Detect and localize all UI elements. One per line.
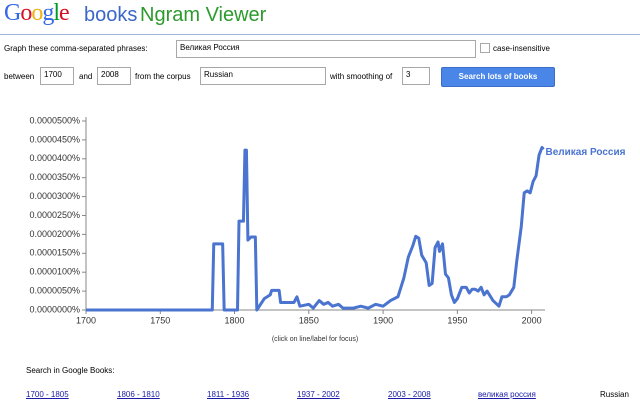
- x-tick-label: 1900: [373, 315, 393, 325]
- y-tick-label: 0.0000150%: [29, 248, 80, 258]
- logo: Google: [4, 0, 70, 27]
- phrases-label: Graph these comma-separated phrases:: [4, 44, 148, 53]
- x-tick-label: 1850: [299, 315, 319, 325]
- and-label: and: [79, 72, 93, 81]
- start-year-input[interactable]: 1700: [40, 67, 74, 85]
- brand: books: [84, 4, 138, 26]
- phrases-input[interactable]: Великая Россия: [176, 40, 476, 58]
- corpus-select[interactable]: Russian: [200, 67, 326, 85]
- chart-note: (click on line/label for focus): [272, 336, 358, 343]
- y-tick-label: 0.0000100%: [29, 267, 80, 277]
- y-tick-label: 0.0000300%: [29, 191, 80, 201]
- x-tick-label: 1750: [150, 315, 170, 325]
- y-tick-label: 0.0000450%: [29, 134, 80, 144]
- corpus-text: Russian: [600, 390, 629, 399]
- search-label: Search in Google Books:: [26, 366, 115, 375]
- logo-letter: g: [42, 0, 54, 26]
- book-link[interactable]: 1937 - 2002: [297, 390, 340, 399]
- x-tick-label: 1700: [76, 315, 96, 325]
- y-tick-label: 0.0000200%: [29, 229, 80, 239]
- case-checkbox[interactable]: [480, 43, 490, 53]
- y-tick-label: 0.0000350%: [29, 172, 80, 182]
- logo-letter: e: [59, 0, 70, 26]
- series-label: Великая Россия: [546, 147, 626, 158]
- x-tick-label: 1800: [225, 315, 245, 325]
- y-tick-label: 0.0000500%: [29, 115, 80, 125]
- logo-letter: o: [20, 0, 32, 26]
- search-button[interactable]: Search lots of books: [441, 67, 555, 87]
- logo-letter: o: [31, 0, 43, 26]
- case-label: case-insensitive: [493, 44, 550, 53]
- divider: [0, 34, 640, 35]
- book-link[interactable]: 1806 - 1810: [117, 390, 160, 399]
- end-year-input[interactable]: 2008: [97, 67, 131, 85]
- smoothing-select[interactable]: 3: [402, 67, 430, 85]
- x-tick-label: 2000: [522, 315, 542, 325]
- smoothing-label: with smoothing of: [330, 72, 393, 81]
- product: Ngram Viewer: [140, 4, 267, 26]
- x-tick-label: 1950: [447, 315, 467, 325]
- y-tick-label: 0.0000050%: [29, 285, 80, 295]
- between-label: between: [4, 72, 35, 81]
- y-tick-label: 0.0000250%: [29, 210, 80, 220]
- y-tick-label: 0.0000000%: [29, 304, 80, 314]
- book-link[interactable]: 1811 - 1936: [207, 390, 250, 399]
- y-tick-label: 0.0000400%: [29, 153, 80, 163]
- corpus-label: from the corpus: [135, 72, 191, 81]
- logo-letter: l: [53, 0, 60, 26]
- book-link[interactable]: великая россия: [478, 390, 536, 399]
- book-link[interactable]: 2003 - 2008: [388, 390, 431, 399]
- logo-letter: G: [4, 0, 21, 26]
- book-link[interactable]: 1700 - 1805: [26, 390, 69, 399]
- chart: (click on line/label for focus) 0.000000…: [29, 115, 626, 343]
- series-line: [86, 145, 545, 312]
